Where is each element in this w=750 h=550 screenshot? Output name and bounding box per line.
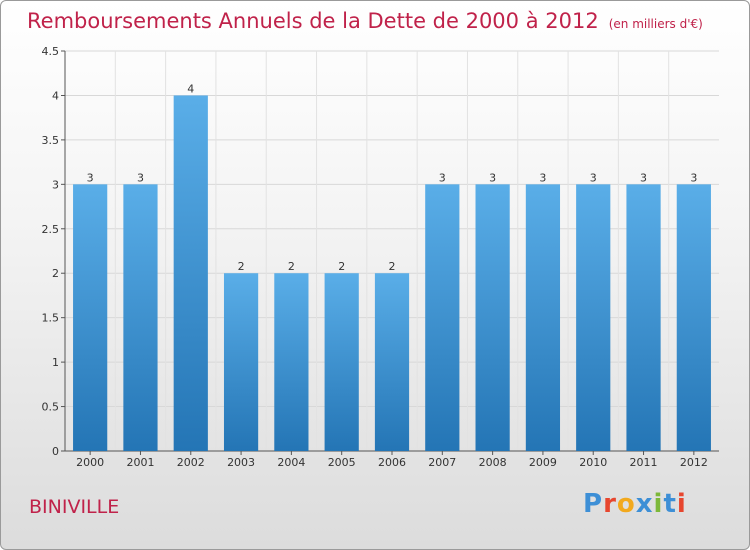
x-tick-label: 2010 xyxy=(579,456,607,469)
bar xyxy=(324,273,359,451)
x-tick-label: 2003 xyxy=(227,456,255,469)
bar xyxy=(223,273,259,451)
chart-title-text: Remboursements Annuels de la Dette de 20… xyxy=(27,9,599,33)
logo-letter: i xyxy=(653,489,664,519)
bar xyxy=(425,184,460,452)
x-tick-label: 2006 xyxy=(378,456,406,469)
y-tick-label: 0 xyxy=(52,445,59,458)
bar xyxy=(173,95,208,451)
data-label: 3 xyxy=(137,171,144,184)
logo-letter: r xyxy=(603,489,617,519)
data-label: 2 xyxy=(288,260,295,273)
logo-letter: x xyxy=(635,489,654,519)
proxiti-logo[interactable]: Proxiti xyxy=(583,489,687,519)
y-tick-label: 2.5 xyxy=(42,223,60,236)
logo-letter: i xyxy=(676,489,687,519)
x-tick-label: 2004 xyxy=(277,456,305,469)
logo-letter: o xyxy=(616,489,636,519)
bar xyxy=(123,184,158,452)
y-tick-label: 4 xyxy=(52,89,59,102)
data-label: 2 xyxy=(238,260,245,273)
data-label: 3 xyxy=(439,171,446,184)
bar xyxy=(626,184,661,452)
x-tick-label: 2008 xyxy=(479,456,507,469)
bars xyxy=(73,95,711,452)
labels: 0 0.5 1 1.5 2 2.5 3 3.5 4 4.5 3 2000 3 2001 4 2002 2 2003… xyxy=(42,45,708,469)
bar xyxy=(274,273,309,451)
bar xyxy=(73,184,108,452)
data-label: 3 xyxy=(640,171,647,184)
x-tick-label: 2012 xyxy=(680,456,708,469)
data-label: 3 xyxy=(690,171,697,184)
y-tick-label: 3 xyxy=(52,178,59,191)
y-tick-label: 1 xyxy=(52,356,59,369)
y-tick-label: 4.5 xyxy=(42,45,60,58)
y-tick-label: 1.5 xyxy=(42,312,60,325)
logo-letter: t xyxy=(663,489,677,519)
commune-name: BINIVILLE xyxy=(29,496,120,518)
y-tick-label: 3.5 xyxy=(42,134,60,147)
bar xyxy=(676,184,711,452)
bar xyxy=(576,184,611,452)
data-label: 4 xyxy=(187,82,194,95)
bar xyxy=(525,184,561,452)
data-label: 3 xyxy=(539,171,546,184)
bar xyxy=(374,273,410,451)
x-tick-label: 2000 xyxy=(76,456,104,469)
x-tick-label: 2007 xyxy=(428,456,456,469)
logo-letter: P xyxy=(583,489,604,519)
chart-title: Remboursements Annuels de la Dette de 20… xyxy=(27,9,703,33)
data-label: 2 xyxy=(338,260,345,273)
data-label: 3 xyxy=(489,171,496,184)
y-tick-label: 2 xyxy=(52,267,59,280)
y-tick-label: 0.5 xyxy=(42,401,60,414)
x-tick-label: 2009 xyxy=(529,456,557,469)
data-label: 3 xyxy=(590,171,597,184)
data-label: 2 xyxy=(389,260,396,273)
x-tick-label: 2001 xyxy=(126,456,154,469)
data-label: 3 xyxy=(87,171,94,184)
bar xyxy=(475,184,510,452)
x-tick-label: 2005 xyxy=(328,456,356,469)
x-tick-label: 2002 xyxy=(177,456,205,469)
x-tick-label: 2011 xyxy=(630,456,658,469)
chart-unit: (en milliers d'€) xyxy=(608,17,703,31)
